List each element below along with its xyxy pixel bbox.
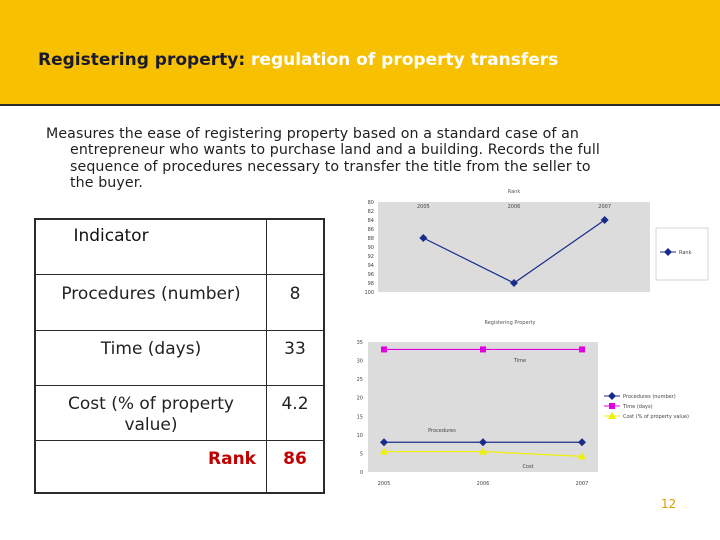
y-tick-label: 94 — [368, 263, 374, 269]
rank-point — [419, 234, 428, 242]
y-tick-label: 100 — [364, 290, 374, 296]
legend-label: Procedures (number) — [623, 394, 676, 400]
y-tick-label: 35 — [357, 340, 363, 346]
y-tick-label: 15 — [357, 414, 363, 420]
page-number: 12 — [661, 497, 677, 511]
description-line-1: Measures the ease of registering propert… — [46, 126, 579, 142]
row-value-procedures: 8 — [289, 284, 301, 304]
series-point — [479, 438, 487, 447]
y-tick-label: 88 — [368, 236, 374, 242]
x-tick-label: 2007 — [576, 481, 589, 487]
table-divider — [36, 440, 323, 441]
description-line-2: entrepreneur who wants to purchase land … — [70, 142, 600, 159]
table-divider — [266, 220, 267, 492]
row-label-time: Time (days) — [100, 339, 202, 359]
x-tick-label: 2005 — [378, 481, 391, 487]
y-tick-label: 96 — [368, 272, 374, 278]
indicator-table: Indicator Procedures (number) 8 Time (da… — [34, 218, 325, 494]
plot-area — [378, 202, 650, 292]
y-tick-label: 0 — [360, 470, 363, 476]
series-point — [381, 346, 387, 353]
y-tick-label: 20 — [357, 396, 363, 402]
x-tick-label: 2005 — [417, 204, 430, 210]
chart-title: Rank — [508, 189, 521, 195]
series-annotation: Procedures — [428, 428, 456, 434]
rank-point — [510, 279, 518, 287]
row-label-procedures: Procedures (number) — [61, 284, 241, 304]
series-point — [480, 346, 486, 353]
row-value-rank: 86 — [283, 449, 307, 469]
y-tick-label: 5 — [360, 451, 363, 457]
x-tick-label: 2006 — [508, 204, 521, 210]
y-tick-label: 84 — [368, 218, 374, 224]
y-tick-label: 90 — [368, 245, 374, 251]
series-point — [380, 438, 388, 447]
table-header-indicator: Indicator — [73, 226, 149, 246]
rank-point — [600, 216, 609, 224]
row-label-rank: Rank — [208, 449, 256, 469]
description-text: Measures the ease of registering propert… — [46, 126, 686, 191]
series-point — [479, 447, 487, 455]
x-tick-label: 2006 — [477, 481, 490, 487]
chart-title: Registering Property — [484, 320, 535, 326]
row-value-time: 33 — [284, 339, 306, 359]
y-tick-label: 82 — [368, 209, 374, 215]
legend-label: Cost (% of property value) — [623, 414, 689, 420]
y-tick-label: 86 — [368, 227, 374, 233]
y-tick-label: 10 — [357, 433, 363, 439]
table-divider — [36, 330, 323, 331]
legend-marker — [664, 248, 672, 256]
legend-marker — [608, 412, 616, 419]
series-annotation: Time — [513, 358, 526, 364]
y-tick-label: 30 — [357, 359, 363, 365]
description-line-3: sequence of procedures necessary to tran… — [70, 158, 591, 175]
table-divider — [36, 385, 323, 386]
title-main: Registering property: — [38, 50, 246, 70]
registering-property-chart: Registering Property 0 5 10 15 20 25 30 35 2005 20… — [338, 316, 710, 492]
row-label-cost: Cost (% of property value) — [68, 394, 234, 435]
series-point — [578, 438, 586, 447]
y-tick-label: 25 — [357, 377, 363, 383]
legend-box — [655, 227, 709, 281]
x-tick-label: 2007 — [598, 204, 611, 210]
series-point — [380, 447, 388, 455]
table-divider — [36, 274, 323, 275]
title-subtitle: regulation of property transfers — [251, 50, 559, 70]
row-value-cost: 4.2 — [281, 394, 309, 414]
y-tick-label: 92 — [368, 254, 374, 260]
description-line-4: the buyer. — [70, 174, 143, 191]
title-banner: Registering property: regulation of prop… — [0, 0, 720, 106]
series-annotation: Cost — [522, 464, 533, 470]
legend-label: Time (days) — [622, 404, 653, 410]
legend-marker — [608, 392, 616, 400]
series-point — [578, 452, 586, 460]
y-tick-label: 80 — [368, 200, 374, 206]
slide-title: Registering property: regulation of prop… — [38, 50, 558, 70]
series-point — [579, 346, 585, 353]
legend-label: Rank — [679, 250, 692, 256]
legend-marker — [609, 403, 615, 409]
rank-chart: Rank 80 82 84 86 88 90 92 94 96 98 100 2005 2006 2007 R… — [352, 186, 712, 298]
y-tick-label: 98 — [368, 281, 374, 287]
